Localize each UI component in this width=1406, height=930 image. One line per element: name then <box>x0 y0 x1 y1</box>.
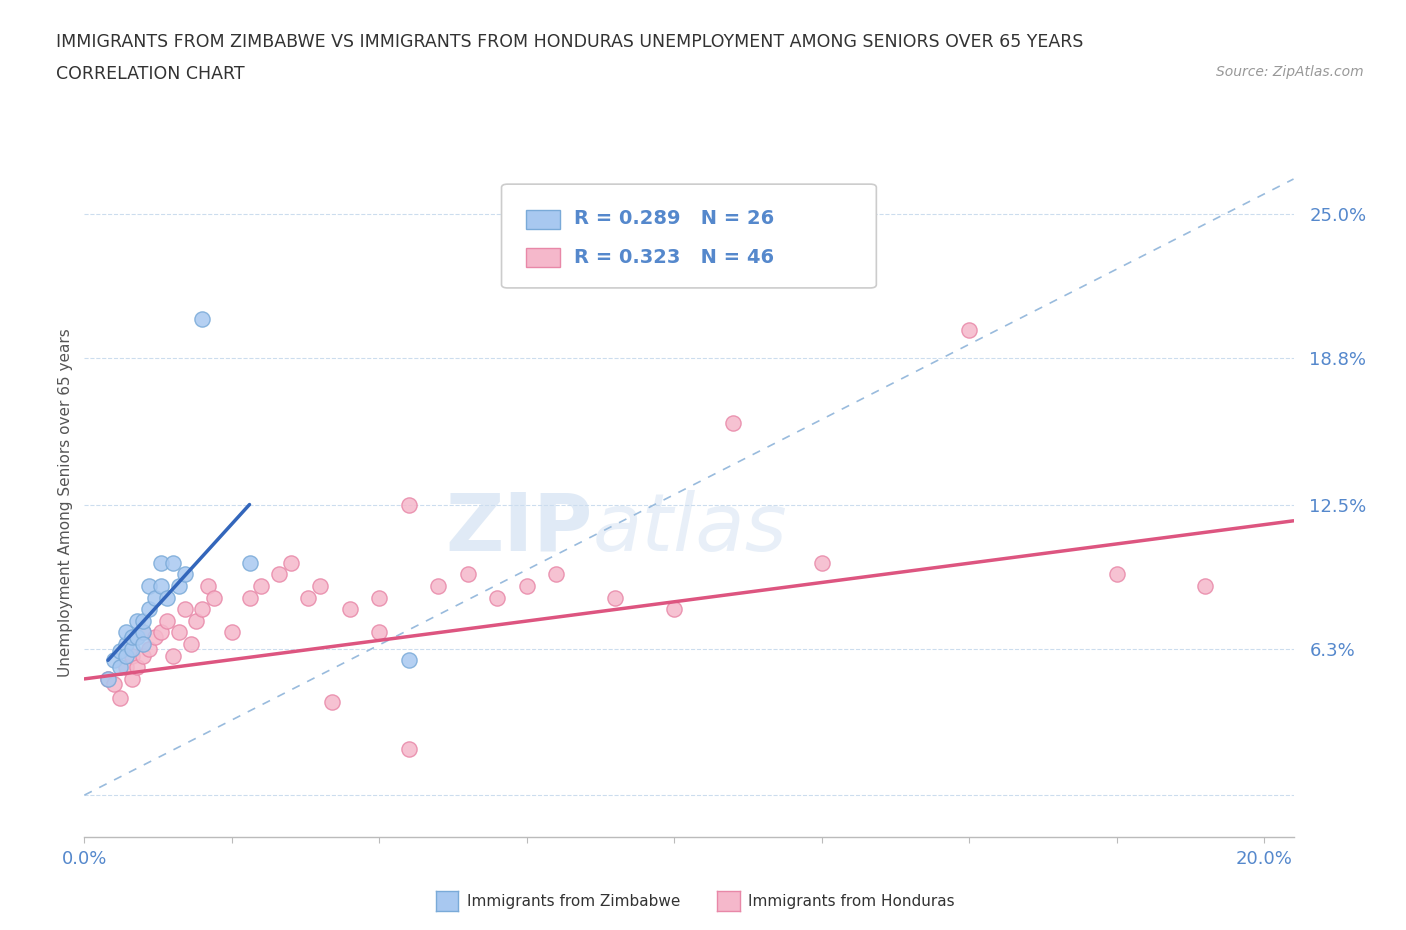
Point <box>173 602 195 617</box>
Point <box>103 676 125 691</box>
Point <box>202 591 225 605</box>
Point <box>280 555 302 570</box>
Point <box>664 602 686 617</box>
Point <box>238 555 260 570</box>
FancyBboxPatch shape <box>526 210 560 229</box>
Text: Immigrants from Honduras: Immigrants from Honduras <box>748 894 955 909</box>
Point <box>108 690 131 705</box>
Point <box>150 625 173 640</box>
Point <box>605 591 627 605</box>
Point <box>957 323 980 338</box>
Point <box>309 578 332 593</box>
Point <box>191 602 214 617</box>
Point <box>127 630 149 644</box>
Point <box>167 578 190 593</box>
Point <box>143 591 166 605</box>
Point <box>368 591 391 605</box>
Point <box>156 614 179 629</box>
Point <box>138 602 160 617</box>
Point <box>398 498 420 512</box>
Text: Source: ZipAtlas.com: Source: ZipAtlas.com <box>1216 65 1364 79</box>
Point <box>114 660 136 675</box>
Point <box>721 416 744 431</box>
FancyBboxPatch shape <box>502 184 876 288</box>
Point <box>339 602 361 617</box>
Point <box>398 653 420 668</box>
Text: R = 0.323   N = 46: R = 0.323 N = 46 <box>574 247 775 267</box>
Point <box>398 741 420 756</box>
Point <box>297 591 319 605</box>
Point <box>150 555 173 570</box>
Point <box>121 642 143 657</box>
Text: ZIP: ZIP <box>444 490 592 568</box>
Point <box>186 614 208 629</box>
FancyBboxPatch shape <box>526 248 560 267</box>
Point <box>810 555 832 570</box>
Point <box>114 637 136 652</box>
Point <box>546 567 568 582</box>
Point <box>103 653 125 668</box>
Point <box>457 567 479 582</box>
Point <box>1105 567 1128 582</box>
Point <box>121 630 143 644</box>
Point <box>197 578 219 593</box>
Point <box>121 671 143 686</box>
Point <box>132 648 155 663</box>
Point <box>143 630 166 644</box>
Y-axis label: Unemployment Among Seniors over 65 years: Unemployment Among Seniors over 65 years <box>58 328 73 677</box>
Point <box>191 312 214 326</box>
Point <box>167 625 190 640</box>
Point <box>127 614 149 629</box>
Point <box>238 591 260 605</box>
Point <box>138 578 160 593</box>
Point <box>132 625 155 640</box>
Point <box>321 695 343 710</box>
Point <box>516 578 538 593</box>
Point <box>138 642 160 657</box>
Point <box>121 648 143 663</box>
Point <box>132 625 155 640</box>
Point <box>127 660 149 675</box>
Point <box>97 671 120 686</box>
Point <box>97 671 120 686</box>
Point <box>132 614 155 629</box>
Point <box>486 591 509 605</box>
Point <box>427 578 450 593</box>
Text: CORRELATION CHART: CORRELATION CHART <box>56 65 245 83</box>
Point <box>108 644 131 658</box>
Text: atlas: atlas <box>592 490 787 568</box>
Point <box>250 578 273 593</box>
Point <box>114 625 136 640</box>
Point <box>368 625 391 640</box>
Point <box>114 648 136 663</box>
Point <box>267 567 290 582</box>
Point <box>162 648 184 663</box>
Text: R = 0.289   N = 26: R = 0.289 N = 26 <box>574 209 775 229</box>
Point <box>150 578 173 593</box>
Point <box>1194 578 1216 593</box>
Point <box>156 591 179 605</box>
Point <box>180 637 202 652</box>
Text: IMMIGRANTS FROM ZIMBABWE VS IMMIGRANTS FROM HONDURAS UNEMPLOYMENT AMONG SENIORS : IMMIGRANTS FROM ZIMBABWE VS IMMIGRANTS F… <box>56 33 1084 50</box>
Point <box>162 555 184 570</box>
Point <box>132 637 155 652</box>
Point <box>173 567 195 582</box>
Text: Immigrants from Zimbabwe: Immigrants from Zimbabwe <box>467 894 681 909</box>
Point <box>108 660 131 675</box>
Point <box>221 625 243 640</box>
